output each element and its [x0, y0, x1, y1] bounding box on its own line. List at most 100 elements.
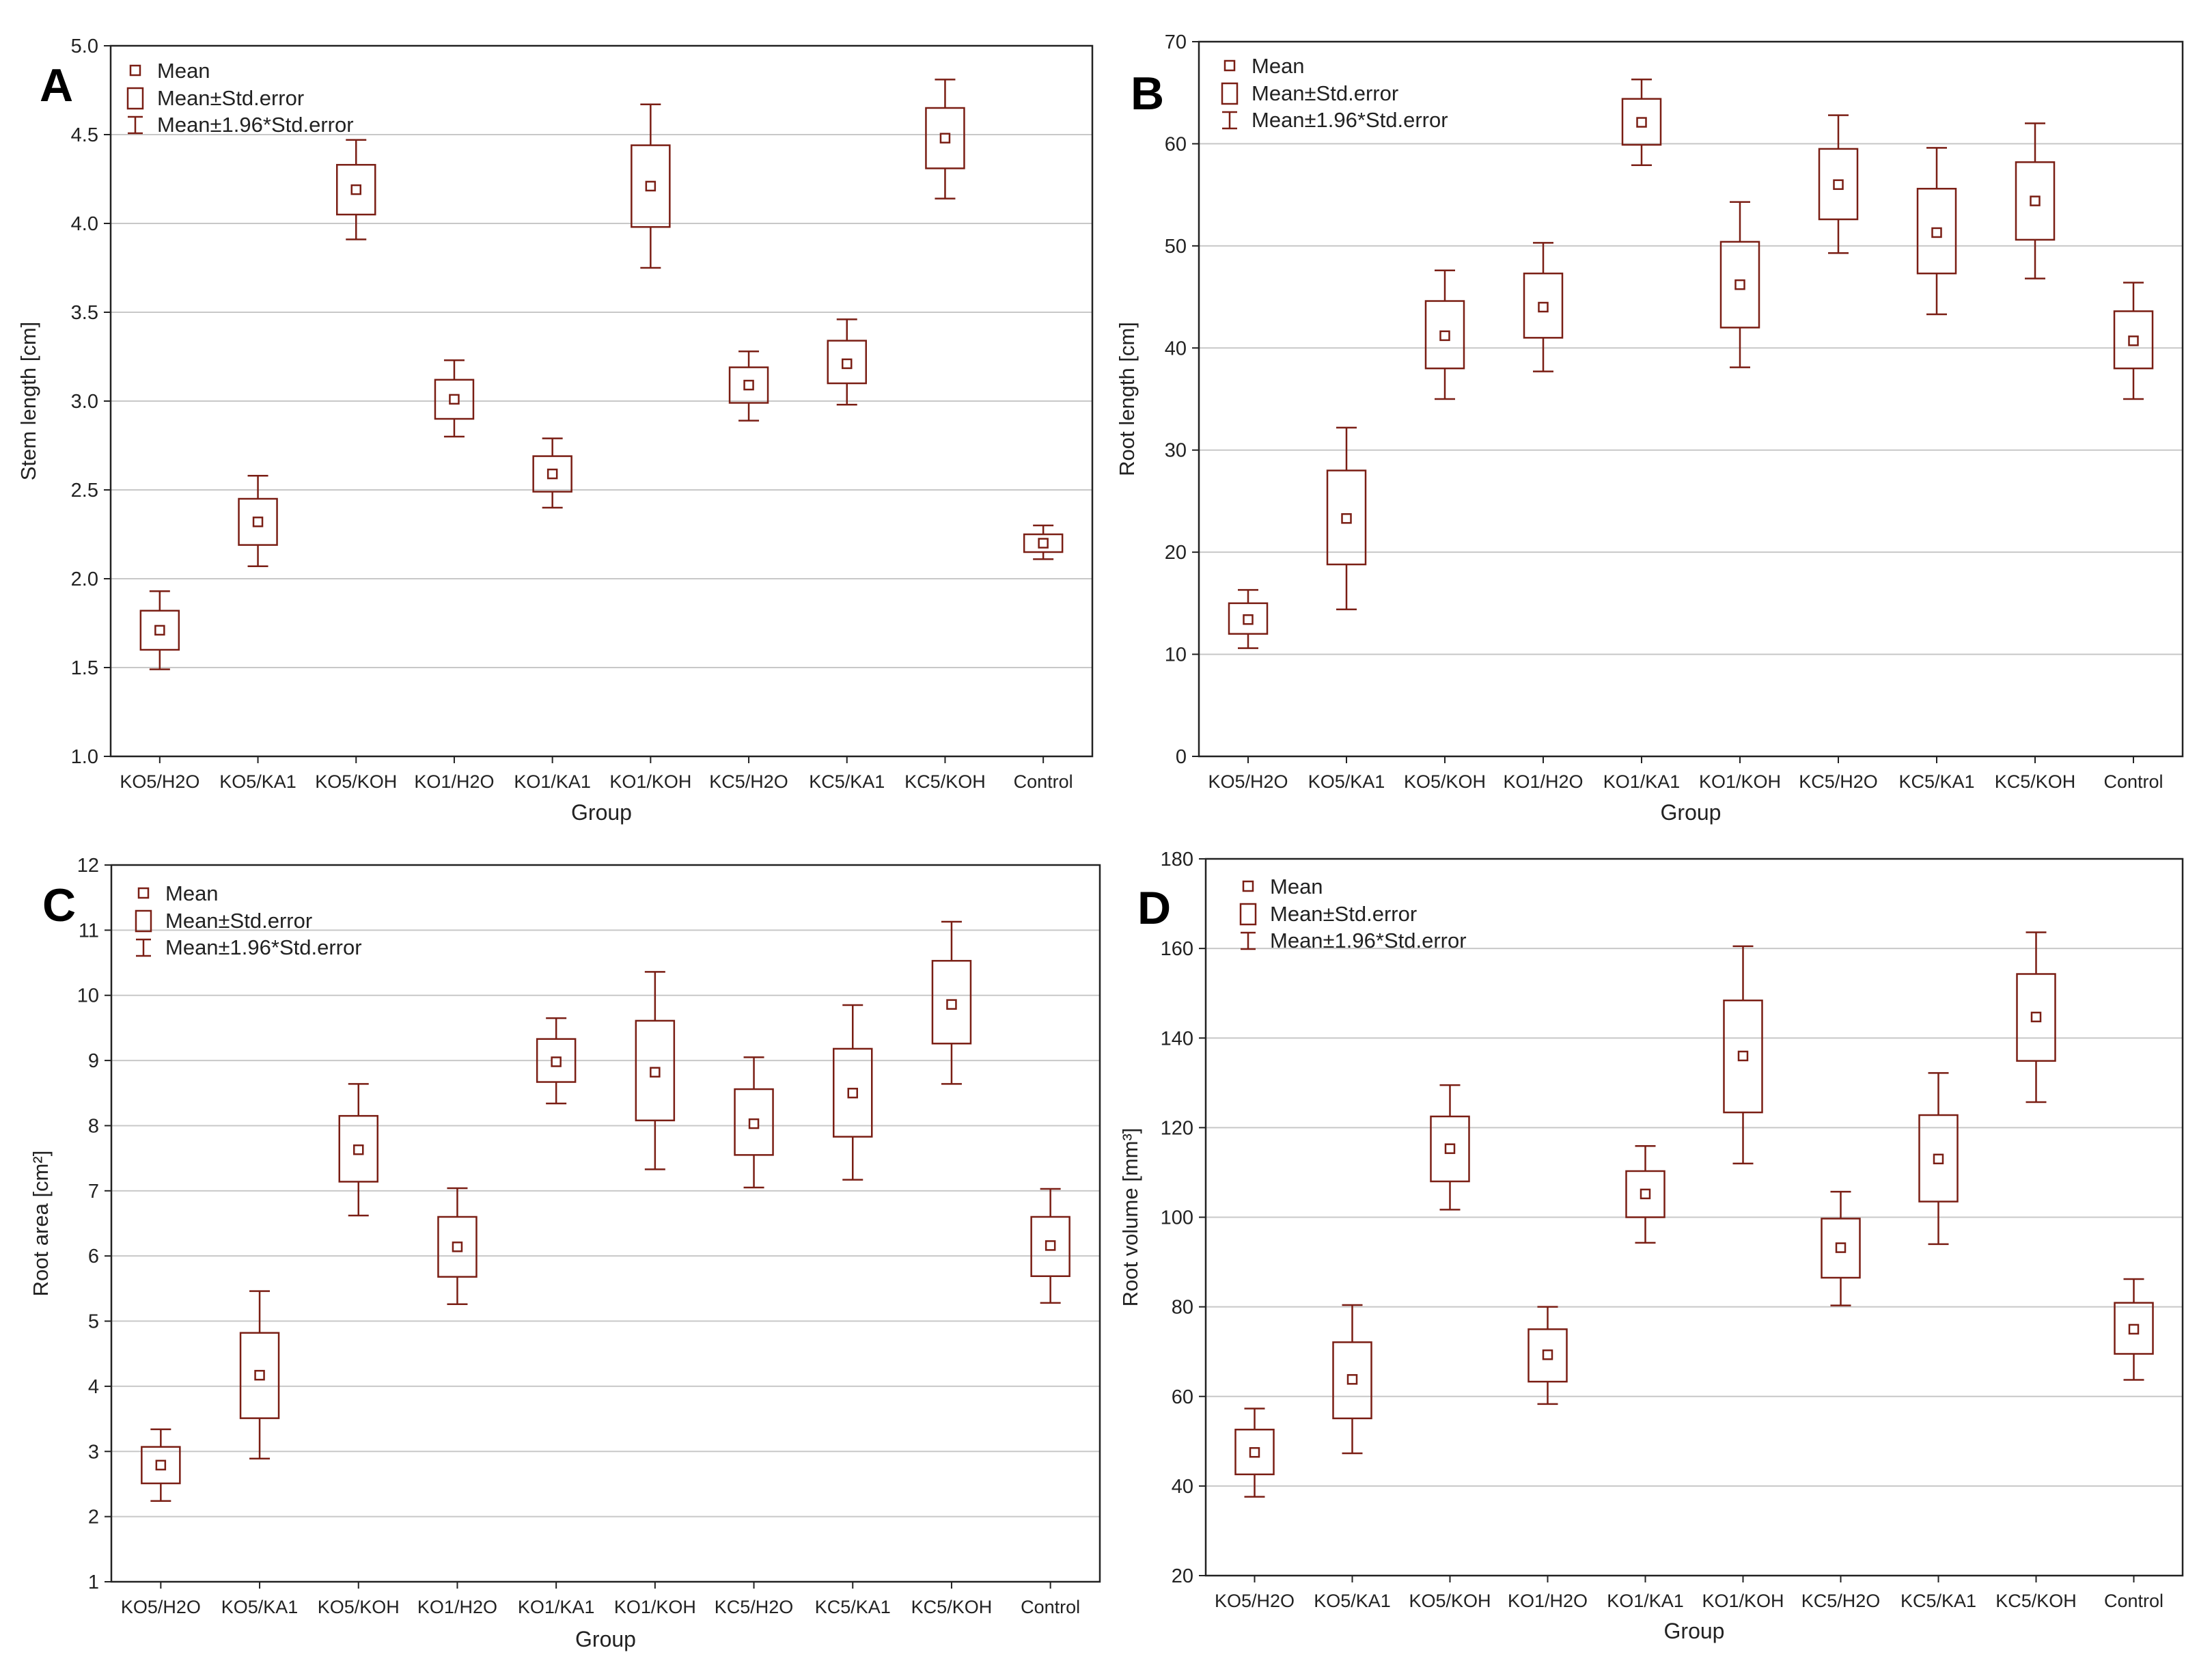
x-tick-label: Control	[2104, 1591, 2163, 1611]
plot-area	[111, 865, 1100, 1582]
legend-se-label: Mean±Std.error	[165, 909, 312, 933]
mean-marker	[1538, 301, 1549, 313]
group-KO5/KOH	[1424, 269, 1465, 400]
group-Control	[1023, 524, 1064, 560]
group-KO5/KA1	[1326, 426, 1367, 611]
se-box	[536, 1038, 577, 1083]
y-tick-label: 5	[88, 1311, 99, 1333]
group-KC5/H2O	[728, 350, 769, 422]
mean-marker	[2030, 1011, 2042, 1023]
x-tick-label: KO1/KOH	[609, 771, 691, 792]
group-KC5/KA1	[827, 318, 867, 406]
x-tick-label: KC5/KA1	[815, 1597, 891, 1617]
y-tick-label: 4.0	[71, 213, 98, 235]
x-tick-label: KO1/KA1	[514, 771, 591, 792]
se-box	[336, 163, 376, 216]
mean-marker	[1833, 179, 1844, 190]
group-KC5/KOH	[2016, 931, 2056, 1103]
se-box	[2016, 973, 2056, 1062]
mean-marker	[2030, 195, 2041, 206]
mean-marker	[252, 517, 264, 527]
group-KO1/H2O	[437, 1187, 478, 1306]
se-box	[1621, 98, 1662, 146]
group-KO5/KOH	[338, 1083, 378, 1217]
group-KO5/KA1	[239, 1290, 280, 1460]
group-Control	[1030, 1188, 1070, 1304]
se-box	[2015, 161, 2056, 241]
x-tick-label: KC5/H2O	[1799, 771, 1878, 792]
mean-marker	[1835, 1242, 1847, 1253]
x-tick-label: KC5/KOH	[911, 1597, 993, 1617]
legend-ci-label: Mean±1.96*Std.error	[1270, 929, 1467, 952]
group-KO1/KA1	[536, 1017, 577, 1105]
se-box	[833, 1047, 873, 1138]
mean-marker	[1045, 1240, 1056, 1251]
se-box	[141, 1446, 181, 1485]
se-box	[1023, 533, 1064, 553]
x-tick-label: KO1/KA1	[518, 1597, 595, 1617]
x-tick-label: KO5/H2O	[120, 771, 199, 792]
y-tick-label: 60	[1172, 1386, 1193, 1408]
se-box	[1625, 1170, 1665, 1218]
x-tick-label: KO1/KOH	[1699, 771, 1781, 792]
se-box	[2114, 1302, 2154, 1355]
y-tick-label: 60	[1165, 133, 1187, 155]
mean-marker	[551, 1056, 562, 1067]
group-KO5/H2O	[1234, 1408, 1275, 1498]
x-axis-title: Group	[575, 1627, 636, 1651]
x-tick-label: KC5/KOH	[904, 771, 986, 792]
group-KO1/KOH	[1719, 201, 1760, 368]
y-tick-label: 160	[1161, 938, 1193, 960]
se-box	[1821, 1218, 1861, 1279]
x-tick-label: KO5/H2O	[121, 1597, 201, 1617]
y-tick-label: 8	[88, 1115, 99, 1137]
y-tick-label: 1.0	[71, 746, 98, 768]
y-tick-label: 4	[88, 1376, 99, 1398]
group-KC5/KOH	[925, 79, 965, 200]
y-axis-title: Root area [cm²]	[29, 1151, 53, 1297]
y-tick-label: 3.5	[71, 302, 98, 324]
y-tick-label: 7	[88, 1181, 99, 1203]
legend-se-symbol	[1221, 82, 1239, 105]
x-tick-label: KC5/H2O	[709, 771, 788, 792]
x-tick-label: KC5/KA1	[809, 771, 885, 792]
group-KO5/H2O	[141, 1428, 181, 1502]
se-box	[139, 609, 180, 651]
se-box	[1424, 300, 1465, 370]
se-box	[437, 1216, 478, 1278]
y-tick-label: 1	[88, 1572, 99, 1593]
x-tick-label: KC5/KOH	[1995, 771, 2076, 792]
legend-mean-label: Mean	[1270, 875, 1323, 898]
y-tick-label: 0	[1176, 746, 1187, 768]
x-tick-label: Control	[1021, 1597, 1080, 1617]
panel-label: C	[42, 879, 76, 931]
y-tick-label: 140	[1161, 1028, 1193, 1049]
mean-marker	[1243, 614, 1254, 625]
group-KO5/KOH	[336, 139, 376, 241]
mean-marker	[1038, 538, 1049, 549]
y-tick-label: 12	[77, 855, 99, 877]
group-KC5/H2O	[1821, 1190, 1861, 1306]
x-axis-title: Group	[1664, 1619, 1725, 1643]
panel-label: B	[1131, 68, 1164, 120]
y-tick-label: 2.0	[71, 568, 98, 590]
y-tick-label: 5.0	[71, 36, 98, 57]
x-tick-label: KO5/KA1	[1314, 1591, 1391, 1611]
y-tick-label: 4.5	[71, 124, 98, 146]
y-tick-label: 30	[1165, 440, 1187, 462]
group-KO1/KOH	[635, 971, 676, 1170]
se-box	[1030, 1216, 1070, 1277]
x-tick-label: KO5/KA1	[219, 771, 296, 792]
x-tick-label: KC5/KA1	[1900, 1591, 1976, 1611]
mean-marker	[743, 379, 754, 391]
mean-marker	[842, 358, 853, 370]
se-box	[728, 366, 769, 404]
mean-marker	[452, 1241, 463, 1252]
se-box	[635, 1019, 676, 1122]
y-tick-label: 10	[77, 985, 99, 1007]
group-KO5/KA1	[1332, 1304, 1372, 1455]
group-KC5/KOH	[931, 920, 972, 1085]
y-axis-title: Root volume [mm³]	[1118, 1128, 1142, 1307]
se-box	[1332, 1341, 1372, 1420]
group-KO1/H2O	[1523, 242, 1564, 372]
